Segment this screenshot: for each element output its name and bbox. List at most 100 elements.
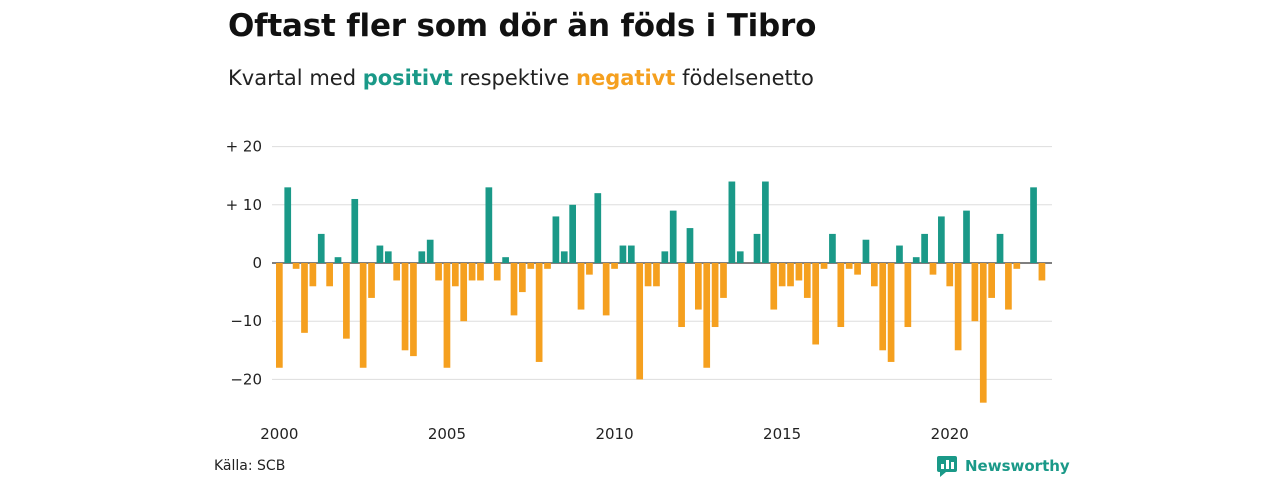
y-tick-label: 0 bbox=[252, 254, 262, 272]
bar bbox=[451, 263, 459, 287]
bar bbox=[627, 245, 635, 263]
x-tick-label: 2000 bbox=[260, 425, 298, 443]
bar bbox=[946, 263, 954, 287]
y-tick-label: −10 bbox=[230, 312, 262, 330]
bar bbox=[435, 263, 442, 281]
bar bbox=[418, 251, 426, 263]
bar bbox=[1013, 263, 1021, 269]
bar bbox=[569, 204, 576, 263]
bar bbox=[845, 263, 853, 269]
bar bbox=[535, 263, 543, 362]
bar bbox=[443, 263, 451, 368]
bar bbox=[334, 257, 342, 263]
bar bbox=[711, 263, 719, 328]
bar bbox=[854, 263, 861, 275]
bar bbox=[921, 233, 928, 263]
bar bbox=[762, 181, 769, 263]
bar bbox=[602, 263, 610, 316]
bar bbox=[862, 239, 870, 263]
source-note: Källa: SCB bbox=[214, 458, 286, 474]
bar bbox=[879, 263, 887, 351]
bar bbox=[829, 233, 836, 263]
bar bbox=[426, 239, 434, 263]
bar bbox=[896, 245, 903, 263]
bar bbox=[870, 263, 878, 287]
x-tick-label: 2020 bbox=[931, 425, 969, 443]
bar bbox=[401, 263, 409, 351]
bar bbox=[485, 187, 493, 263]
bar bbox=[343, 263, 350, 339]
x-tick-label: 2005 bbox=[428, 425, 466, 443]
bar bbox=[736, 251, 744, 263]
bar bbox=[284, 187, 292, 263]
bar bbox=[577, 263, 585, 310]
bar bbox=[1005, 263, 1012, 310]
bar bbox=[695, 263, 702, 310]
bar bbox=[276, 263, 283, 368]
bar bbox=[778, 263, 786, 287]
bar bbox=[359, 263, 367, 368]
bar bbox=[954, 263, 962, 351]
bar bbox=[376, 245, 384, 263]
subtitle-prefix: Kvartal med bbox=[228, 66, 363, 90]
bar bbox=[720, 263, 727, 298]
bar bbox=[929, 263, 937, 275]
bar bbox=[812, 263, 820, 345]
chart-title: Oftast fler som dör än föds i Tibro bbox=[228, 8, 817, 44]
bar bbox=[979, 263, 987, 403]
bar bbox=[393, 263, 401, 281]
bar bbox=[510, 263, 518, 316]
y-tick-label: −20 bbox=[230, 370, 262, 388]
subtitle-middle: respektive bbox=[452, 66, 577, 90]
bar bbox=[326, 263, 333, 287]
bar bbox=[837, 263, 845, 328]
brand-logo: Newsworthy bbox=[937, 455, 1070, 477]
bar bbox=[728, 181, 736, 263]
subtitle-positive-label: positivt bbox=[362, 66, 453, 90]
bar bbox=[619, 245, 627, 263]
bar bbox=[410, 263, 417, 357]
bar bbox=[988, 263, 995, 298]
bar bbox=[787, 263, 794, 287]
bar bbox=[527, 263, 535, 269]
bar bbox=[611, 263, 618, 269]
bar bbox=[1030, 187, 1037, 263]
bar bbox=[661, 251, 669, 263]
bar bbox=[292, 263, 300, 269]
bar bbox=[678, 263, 685, 328]
bar bbox=[368, 263, 375, 298]
bar bbox=[502, 257, 509, 263]
bar bbox=[552, 216, 560, 263]
bar bbox=[468, 263, 476, 281]
brand-name: Newsworthy bbox=[965, 457, 1070, 475]
bar bbox=[309, 263, 317, 287]
bar bbox=[669, 210, 677, 263]
bar bbox=[820, 263, 828, 269]
bar bbox=[938, 216, 945, 263]
subtitle-negative-label: negativt bbox=[576, 66, 676, 90]
bar bbox=[795, 263, 803, 281]
bar bbox=[351, 198, 359, 263]
bar bbox=[686, 228, 694, 263]
newsworthy-logo-icon bbox=[937, 456, 957, 477]
bar bbox=[586, 263, 593, 275]
bar bbox=[560, 251, 568, 263]
bar bbox=[594, 193, 602, 263]
subtitle-suffix: födelsenetto bbox=[675, 66, 814, 90]
bar bbox=[544, 263, 551, 269]
bar bbox=[644, 263, 652, 287]
bar bbox=[317, 233, 325, 263]
bar bbox=[477, 263, 484, 281]
bar bbox=[912, 257, 920, 263]
bar bbox=[636, 263, 644, 380]
y-tick-label: + 20 bbox=[226, 138, 262, 156]
bar bbox=[519, 263, 526, 293]
bar bbox=[1038, 263, 1046, 281]
x-tick-label: 2010 bbox=[595, 425, 633, 443]
bar bbox=[703, 263, 711, 368]
bar bbox=[904, 263, 912, 328]
y-tick-label: + 10 bbox=[226, 196, 262, 214]
bar bbox=[887, 263, 895, 362]
bar bbox=[971, 263, 979, 322]
